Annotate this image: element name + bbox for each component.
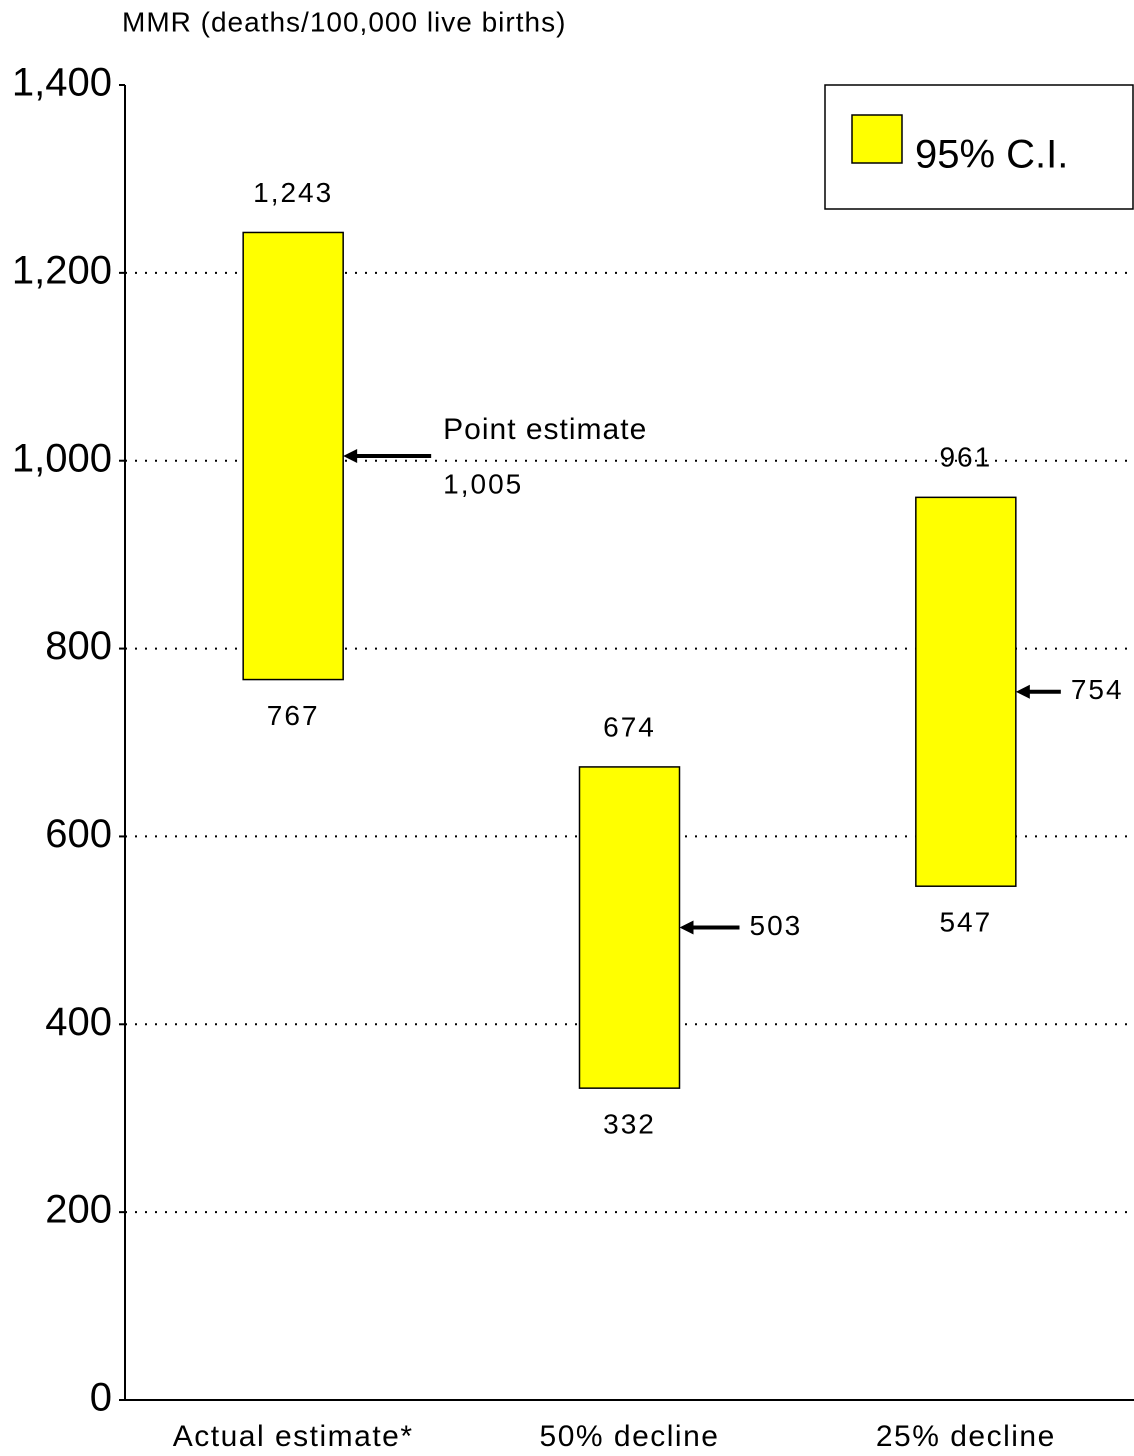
low-label: 767 <box>267 700 320 731</box>
point-value-label: 754 <box>1071 674 1124 705</box>
y-tick-label: 0 <box>90 1376 112 1420</box>
y-tick-label: 800 <box>45 624 112 668</box>
legend-label: 95% C.I. <box>915 133 1068 177</box>
y-tick-label: 600 <box>45 812 112 856</box>
low-label: 332 <box>603 1109 656 1140</box>
arrow-head <box>343 449 358 464</box>
x-tick-label: 25% decline <box>876 1420 1056 1453</box>
arrow-head <box>1015 684 1030 699</box>
y-axis-title: MMR (deaths/100,000 live births) <box>122 6 566 37</box>
point-estimate-label: Point estimate <box>443 413 647 446</box>
high-label: 1,243 <box>253 177 333 208</box>
point-value-label: 503 <box>750 910 803 941</box>
point-value-label: 1,005 <box>443 468 523 499</box>
high-label: 961 <box>939 442 992 473</box>
legend-swatch <box>851 114 903 164</box>
y-tick-label: 1,000 <box>12 436 112 480</box>
range-bar <box>578 766 681 1089</box>
y-tick-label: 200 <box>45 1188 112 1232</box>
high-label: 674 <box>603 711 656 742</box>
range-bar <box>915 496 1017 887</box>
range-bar <box>242 231 344 681</box>
x-tick-label: Actual estimate* <box>173 1420 414 1453</box>
low-label: 547 <box>939 907 992 938</box>
arrow-head <box>679 920 694 935</box>
y-tick-label: 400 <box>45 1000 112 1044</box>
y-tick-label: 1,400 <box>12 61 112 105</box>
y-tick-label: 1,200 <box>12 248 112 292</box>
x-tick-label: 50% decline <box>540 1420 720 1453</box>
